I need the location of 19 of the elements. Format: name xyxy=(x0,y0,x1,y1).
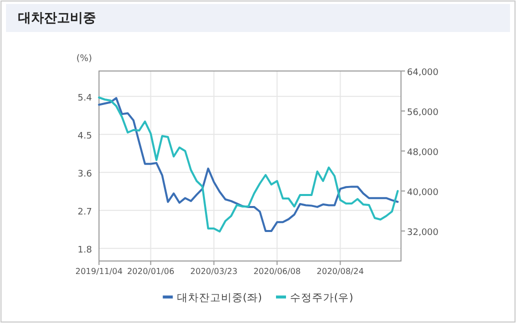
title: 대차잔고비중 xyxy=(18,11,96,26)
x-tick-label: 2020/06/08 xyxy=(253,266,301,276)
x-tick-label: 2020/08/24 xyxy=(316,266,364,276)
x-tick-label: 2020/01/06 xyxy=(127,266,174,276)
y2-tick-label: 40,000 xyxy=(407,188,439,198)
y2-tick-label: 56,000 xyxy=(407,108,439,118)
y-tick-label: 4.5 xyxy=(78,131,92,142)
y-tick-label: 2.7 xyxy=(78,207,92,218)
x-tick-label: 2019/11/04 xyxy=(75,266,123,276)
legend-label: 수정주가(우) xyxy=(290,292,354,304)
x-tick-label: 2020/03/23 xyxy=(190,266,238,276)
y-tick-label: 3.6 xyxy=(78,169,92,180)
y2-tick-label: 48,000 xyxy=(407,148,439,158)
y-tick-label: 5.4 xyxy=(78,93,92,104)
y-axis-title: (%) xyxy=(76,54,92,64)
y2-tick-label: 64,000 xyxy=(407,68,439,78)
legend-label: 대차잔고비중(좌) xyxy=(176,292,262,304)
y-tick-label: 1.8 xyxy=(78,245,92,256)
y2-tick-label: 32,000 xyxy=(407,228,439,238)
